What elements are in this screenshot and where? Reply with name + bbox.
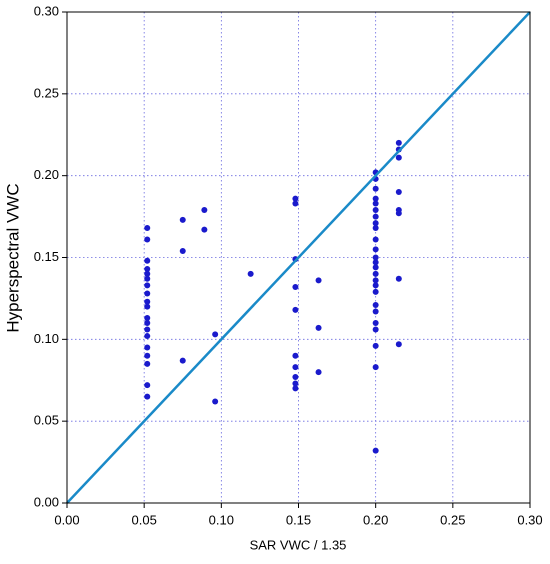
point <box>372 270 379 277</box>
point <box>372 447 379 454</box>
point <box>395 210 402 217</box>
x-axis-label: SAR VWC / 1.35 <box>250 537 347 552</box>
plot-frame <box>66 11 531 504</box>
point <box>395 189 402 196</box>
point <box>372 301 379 308</box>
y-tick-label: 0.20 <box>34 167 59 182</box>
point <box>372 364 379 371</box>
point <box>372 326 379 333</box>
point <box>292 380 299 387</box>
point <box>372 277 379 284</box>
point <box>372 319 379 326</box>
point <box>144 298 151 305</box>
point <box>144 315 151 322</box>
point <box>372 207 379 214</box>
point <box>144 393 151 400</box>
x-tick-label: 0.10 <box>209 512 234 527</box>
x-tick-label: 0.30 <box>517 512 542 527</box>
x-tick-label: 0.15 <box>286 512 311 527</box>
point <box>179 216 186 223</box>
point <box>372 308 379 315</box>
point <box>372 220 379 227</box>
point <box>144 344 151 351</box>
reference-line <box>66 11 531 504</box>
y-tick-label: 0.25 <box>34 85 59 100</box>
point <box>292 364 299 371</box>
point <box>372 213 379 220</box>
point <box>144 236 151 243</box>
y-tick-label: 0.00 <box>34 494 59 509</box>
y-tick-label: 0.10 <box>34 331 59 346</box>
point <box>292 352 299 359</box>
point <box>292 195 299 202</box>
point <box>372 200 379 207</box>
point <box>212 398 219 405</box>
x-tick-label: 0.00 <box>54 512 79 527</box>
point <box>292 306 299 313</box>
point <box>372 225 379 232</box>
point <box>372 236 379 243</box>
point <box>144 326 151 333</box>
point <box>144 360 151 367</box>
point <box>144 303 151 310</box>
point <box>372 264 379 271</box>
x-tick-label: 0.20 <box>363 512 388 527</box>
point <box>372 195 379 202</box>
y-axis-label: Hyperspectral VWC <box>3 183 22 332</box>
point <box>144 270 151 277</box>
point <box>179 357 186 364</box>
point <box>179 247 186 254</box>
point <box>144 290 151 297</box>
point <box>144 282 151 289</box>
point <box>372 185 379 192</box>
point <box>144 319 151 326</box>
point <box>144 265 151 272</box>
point <box>247 270 254 277</box>
point <box>315 277 322 284</box>
point <box>315 324 322 331</box>
point <box>144 333 151 340</box>
point <box>144 225 151 232</box>
y-tick-label: 0.05 <box>34 413 59 428</box>
point <box>292 200 299 207</box>
point <box>292 373 299 380</box>
point <box>372 254 379 261</box>
point <box>395 275 402 282</box>
point <box>201 207 208 214</box>
point <box>372 246 379 253</box>
y-tick-label: 0.30 <box>34 3 59 18</box>
point <box>315 369 322 376</box>
point <box>395 139 402 146</box>
y-tick-label: 0.15 <box>34 249 59 264</box>
point <box>372 282 379 289</box>
point <box>372 259 379 266</box>
point <box>144 257 151 264</box>
point <box>395 341 402 348</box>
point <box>144 382 151 389</box>
point <box>201 226 208 233</box>
point <box>292 283 299 290</box>
point <box>212 331 219 338</box>
point <box>292 385 299 392</box>
x-tick-label: 0.05 <box>132 512 157 527</box>
point <box>144 352 151 359</box>
point <box>372 342 379 349</box>
point <box>395 154 402 161</box>
point <box>372 288 379 295</box>
x-tick-label: 0.25 <box>440 512 465 527</box>
point <box>144 275 151 282</box>
